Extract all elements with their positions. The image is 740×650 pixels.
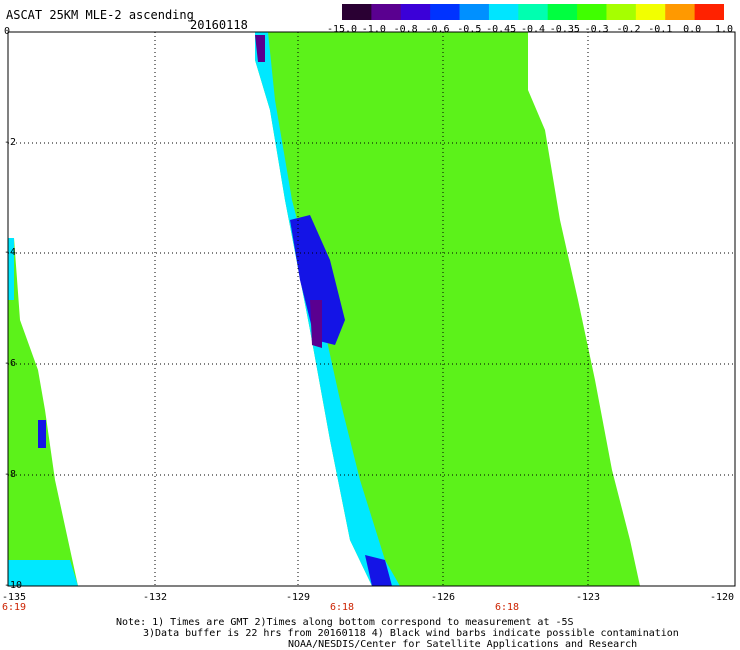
colorbar-segment <box>547 4 578 20</box>
colorbar-segment <box>665 4 696 20</box>
latitude-label: -2 <box>4 137 17 148</box>
colorbar-segment <box>400 4 431 20</box>
time-label: 6:19 <box>1 602 27 613</box>
colorbar-label: -0.8 <box>393 24 418 35</box>
colorbar-label: -0.1 <box>648 24 673 35</box>
longitude-label: -129 <box>285 592 311 603</box>
colorbar-label: -0.3 <box>584 24 609 35</box>
colorbar-label: -0.45 <box>486 24 517 35</box>
colorbar-labels: -15.0 -1.0 -0.8 -0.6 -0.5 -0.45 -0.4 -0.35 -0.3-… <box>327 24 733 38</box>
main-swath-low-patch <box>290 215 345 345</box>
longitude-label: -126 <box>430 592 456 603</box>
colorbar-label: -15.0 <box>326 24 358 35</box>
colorbar-segment <box>518 4 549 20</box>
latitude-label: -6 <box>4 358 17 369</box>
map-title: ASCAT 25KM MLE-2 ascending <box>6 8 194 22</box>
main-swath-edge <box>255 32 400 586</box>
colorbar-segment <box>577 4 607 20</box>
colorbar-label: -0.6 <box>425 24 450 35</box>
colorbar-label: 0.0 <box>683 24 702 35</box>
longitude-label: -132 <box>142 592 168 603</box>
time-label: 6:18 <box>494 602 520 613</box>
main-swath-top-patch <box>255 35 265 62</box>
left-swath <box>8 238 78 586</box>
map-date: 20160118 <box>190 18 248 32</box>
colorbar-segment <box>371 4 402 20</box>
colorbar-label: -1.0 <box>361 24 386 35</box>
colorbar-label: -0.2 <box>616 24 641 35</box>
footer-note-1: Note: 1) Times are GMT 2)Times along bot… <box>116 617 574 628</box>
colorbar-segment <box>606 4 637 20</box>
longitude-label: -123 <box>575 592 601 603</box>
colorbar-label: -0.5 <box>457 24 482 35</box>
longitude-label: -135 <box>1 592 27 603</box>
colorbar-segment <box>430 4 461 20</box>
latitude-label: -8 <box>4 469 17 480</box>
footer-note-3: NOAA/NESDIS/Center for Satellite Applica… <box>288 639 638 650</box>
colorbar-label: -0.4 <box>520 24 546 35</box>
colorbar-segment <box>488 4 519 20</box>
colorbar-segment <box>342 4 372 20</box>
longitude-label: -120 <box>709 592 735 603</box>
main-swath-min-patch <box>310 300 322 348</box>
colorbar <box>342 4 724 20</box>
colorbar-segment <box>635 4 666 20</box>
left-swath-low <box>38 420 46 448</box>
latitude-label: 0 <box>4 26 11 37</box>
map-frame <box>7 31 736 587</box>
time-label: 6:18 <box>329 602 355 613</box>
latitude-label: -4 <box>4 247 17 258</box>
left-swath-bottom <box>8 560 78 586</box>
latitude-label: -10 <box>4 580 23 591</box>
footer-note-2: 3)Data buffer is 22 hrs from 20160118 4)… <box>143 628 679 639</box>
colorbar-segment <box>694 4 724 20</box>
colorbar-segment <box>459 4 490 20</box>
main-swath-bottom-patch <box>365 555 392 586</box>
colorbar-label: 1.0 <box>714 24 734 35</box>
colorbar-label: -0.35 <box>549 24 580 35</box>
